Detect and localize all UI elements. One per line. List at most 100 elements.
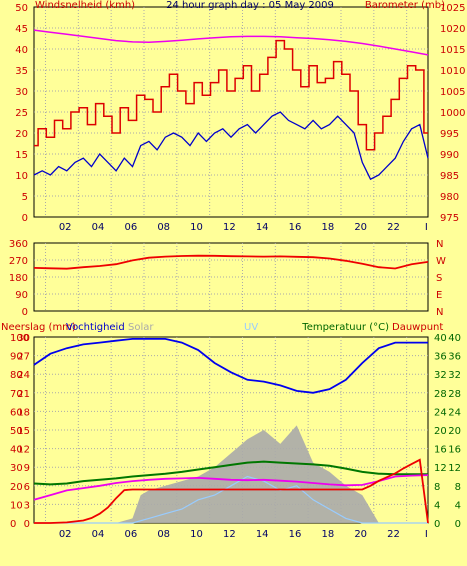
temp-y-tick-left: 36 [434, 352, 447, 363]
baro-y-tick: 980 [440, 192, 459, 203]
series-solar [34, 425, 428, 523]
compass-label: N [436, 239, 443, 250]
direction-panel-frame [33, 242, 429, 312]
wind-x-tick: 18 [321, 222, 334, 233]
wind-x-tick: 14 [256, 222, 269, 233]
rain-x-tick: 12 [223, 529, 236, 540]
wind-x-tick: 04 [92, 222, 105, 233]
series-barometer [33, 29, 429, 56]
baro-y-tick: 1020 [440, 24, 465, 35]
baro-y-tick: 975 [440, 213, 459, 224]
temp-y-tick-left: 16 [434, 445, 447, 456]
temp-y-tick-right: 8 [455, 482, 461, 493]
series-dewpoint [33, 474, 429, 501]
header-right-label: Barometer (mb) [365, 0, 445, 11]
label-temperatuur: Temperatuur (°C) [301, 322, 389, 333]
rain-y-tick: 24 [17, 370, 30, 381]
humidity-y-tick: 10 [10, 500, 23, 511]
compass-label: N [436, 307, 443, 318]
rain-x-tick: 10 [190, 529, 203, 540]
temp-y-tick-left: 12 [434, 463, 447, 474]
rain-y-tick: 30 [17, 333, 30, 344]
header-left-label: Windsnelheid (kmh) [35, 0, 135, 11]
wind-y-tick: 45 [15, 24, 28, 35]
rain-x-tick: 20 [354, 529, 367, 540]
baro-y-tick: 1005 [440, 87, 465, 98]
rain-x-tick: 16 [289, 529, 302, 540]
humidity-y-tick: 90 [10, 352, 23, 363]
wind-y-tick: 20 [15, 129, 28, 140]
series-wind-gust [34, 39, 428, 151]
temp-y-tick-left: 32 [434, 370, 447, 381]
temp-y-tick-right: 4 [455, 500, 461, 511]
baro-y-tick: 1010 [440, 66, 465, 77]
rain-y-tick: 12 [17, 445, 30, 456]
rain-y-tick: 6 [24, 482, 30, 493]
baro-y-tick: 1015 [440, 45, 465, 56]
direction-y-tick: 0 [22, 307, 28, 318]
temp-y-tick-right: 28 [448, 389, 461, 400]
wind-y-tick: 30 [15, 87, 28, 98]
humidity-y-tick: 20 [10, 482, 23, 493]
series-wind-avg [33, 111, 429, 181]
rain-x-tick: I [425, 529, 428, 540]
humidity-y-tick: 30 [10, 463, 23, 474]
temp-y-tick-right: 20 [448, 426, 461, 437]
baro-y-tick: 995 [440, 129, 459, 140]
humidity-y-tick: 0 [10, 519, 16, 530]
label-solar: Solar [128, 322, 154, 333]
temp-y-tick-left: 24 [434, 407, 447, 418]
direction-y-tick: 360 [9, 239, 28, 250]
wind-y-tick: 25 [15, 108, 28, 119]
rain-x-tick: 04 [92, 529, 105, 540]
wind-x-tick: 06 [124, 222, 137, 233]
label-neerslag: Neerslag (mm) [1, 322, 76, 333]
label-uv: UV [244, 322, 258, 333]
wind-y-tick: 35 [15, 66, 28, 77]
wind-x-tick: 16 [289, 222, 302, 233]
temp-y-tick-right: 36 [448, 352, 461, 363]
humidity-y-tick: 60 [10, 407, 23, 418]
temp-y-tick-right: 24 [448, 407, 461, 418]
rain-y-tick: 9 [24, 463, 30, 474]
temp-y-tick-right: 16 [448, 445, 461, 456]
series-uv [34, 475, 428, 524]
wind-x-tick: 10 [190, 222, 203, 233]
chart-title: 24 hour graph day : 05 May 2009 [166, 0, 334, 11]
wind-x-tick: 02 [59, 222, 72, 233]
baro-y-tick: 1025 [440, 3, 465, 14]
humidity-y-tick: 50 [10, 426, 23, 437]
temp-y-tick-right: 0 [455, 519, 461, 530]
humidity-y-tick: 100 [10, 333, 29, 344]
rain-y-tick: 18 [17, 407, 30, 418]
rain-y-tick: 3 [24, 500, 30, 511]
temp-y-tick-right: 32 [448, 370, 461, 381]
rain-x-tick: 06 [124, 529, 137, 540]
temp-y-tick-left: 8 [434, 482, 440, 493]
label-vochtigheid: Vochtigheid [66, 322, 125, 333]
rain-y-tick: 0 [24, 519, 30, 530]
wind-y-tick: 50 [15, 3, 28, 14]
wind-y-tick: 5 [22, 192, 28, 203]
wind-y-tick: 0 [22, 213, 28, 224]
temp-y-tick-left: 0 [434, 519, 440, 530]
rain-x-tick: 02 [59, 529, 72, 540]
direction-y-tick: 270 [9, 256, 28, 267]
wind-x-tick: 12 [223, 222, 236, 233]
series-rain [34, 458, 429, 524]
label-dauwpunt: Dauwpunt [392, 322, 443, 333]
temp-y-tick-left: 28 [434, 389, 447, 400]
rain-x-tick: 08 [157, 529, 170, 540]
humidity-y-tick: 80 [10, 370, 23, 381]
direction-y-tick: 180 [9, 273, 28, 284]
compass-label: W [436, 256, 446, 267]
temp-y-tick-left: 20 [434, 426, 447, 437]
direction-y-tick: 90 [15, 290, 28, 301]
rain-y-tick: 27 [17, 352, 30, 363]
rain-x-tick: 18 [321, 529, 334, 540]
wind-x-tick: I [425, 222, 428, 233]
series-wind-direction [33, 254, 429, 270]
temp-y-tick-right: 12 [448, 463, 461, 474]
wind-y-tick: 40 [15, 45, 28, 56]
temp-y-tick-left: 40 [434, 333, 447, 344]
